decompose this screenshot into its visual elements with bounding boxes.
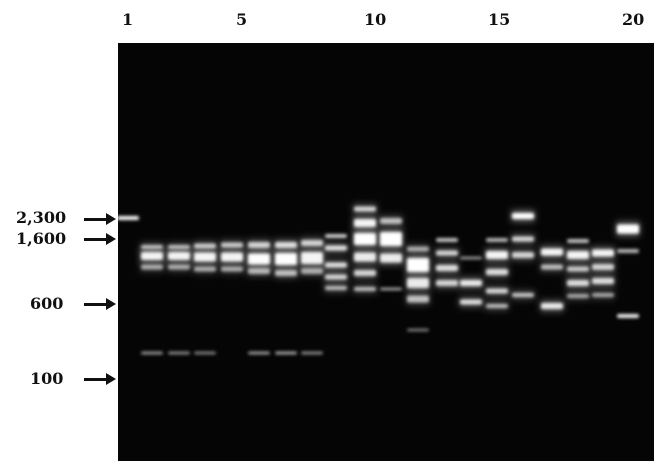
lane-5-band-3 xyxy=(221,266,243,272)
lane-20-band-1 xyxy=(617,224,639,234)
marker-label-1600: 1,600 xyxy=(16,229,67,248)
lane-11-band-3 xyxy=(380,253,402,263)
lane-8-band-2 xyxy=(301,252,323,264)
lane-18-band-3 xyxy=(567,266,589,272)
lane-20-band-3 xyxy=(617,314,639,318)
lane-4-band-1 xyxy=(194,243,216,249)
lane-6-band-2 xyxy=(248,253,270,265)
marker-arrow-100 xyxy=(84,373,116,385)
lane-15-band-5 xyxy=(486,304,508,308)
lane-4-band-3 xyxy=(194,266,216,272)
lane-3-band-2 xyxy=(168,252,190,260)
marker-arrow-2300 xyxy=(84,213,116,225)
lane-13-band-1 xyxy=(436,238,458,242)
lane-2-band-1 xyxy=(141,245,163,249)
lane-14-band-2 xyxy=(460,280,482,286)
lane-6-band-1 xyxy=(248,242,270,248)
lane-17-band-2 xyxy=(541,264,563,270)
lane-9-band-2 xyxy=(325,245,347,251)
lane-15-band-4 xyxy=(486,288,508,294)
lane-2-band-4 xyxy=(141,351,163,355)
lane-16-band-4 xyxy=(512,293,534,297)
lane-10-band-2 xyxy=(354,219,376,227)
lane-12-band-4 xyxy=(407,295,429,303)
lane-16-band-3 xyxy=(512,252,534,258)
lane-12-band-2 xyxy=(407,258,429,272)
gel-electrophoresis-image xyxy=(118,43,654,461)
marker-arrow-1600 xyxy=(84,233,116,245)
lane-3-band-1 xyxy=(168,245,190,249)
lane-10-band-4 xyxy=(354,252,376,262)
lane-18-band-1 xyxy=(567,239,589,243)
lane-18-band-5 xyxy=(567,294,589,298)
lane-1-band-1 xyxy=(118,216,139,220)
lane-10-band-6 xyxy=(354,287,376,291)
lane-13-band-4 xyxy=(436,280,458,286)
lane-12-band-3 xyxy=(407,278,429,288)
lane-7-band-2 xyxy=(275,253,297,265)
lane-19-band-4 xyxy=(592,293,614,297)
lane-17-band-3 xyxy=(541,303,563,309)
lane-6-band-4 xyxy=(248,351,270,355)
lane-13-band-2 xyxy=(436,250,458,256)
lane-19-band-2 xyxy=(592,264,614,270)
lane-9-band-3 xyxy=(325,262,347,268)
lane-18-band-2 xyxy=(567,251,589,259)
lane-11-band-1 xyxy=(380,218,402,224)
lane-12-band-1 xyxy=(407,246,429,252)
lane-3-band-4 xyxy=(168,351,190,355)
lane-number-20: 20 xyxy=(622,10,645,29)
lane-10-band-3 xyxy=(354,233,376,245)
lane-3-band-3 xyxy=(168,264,190,270)
lane-9-band-1 xyxy=(325,234,347,238)
lane-15-band-1 xyxy=(486,238,508,242)
lane-14-band-3 xyxy=(460,299,482,305)
lane-number-5: 5 xyxy=(236,10,248,29)
lane-10-band-5 xyxy=(354,270,376,276)
lane-13-band-3 xyxy=(436,265,458,271)
lane-19-band-3 xyxy=(592,278,614,284)
lane-7-band-4 xyxy=(275,351,297,355)
lane-15-band-3 xyxy=(486,269,508,275)
lane-12-band-5 xyxy=(407,328,429,332)
lane-18-band-4 xyxy=(567,280,589,286)
lane-6-band-3 xyxy=(248,268,270,274)
lane-9-band-5 xyxy=(325,286,347,290)
lane-17-band-1 xyxy=(541,248,563,256)
marker-label-600: 600 xyxy=(30,294,64,313)
lane-16-band-2 xyxy=(512,236,534,242)
lane-11-band-4 xyxy=(380,287,402,291)
marker-label-100: 100 xyxy=(30,369,64,388)
lane-15-band-2 xyxy=(486,251,508,259)
lane-7-band-1 xyxy=(275,242,297,248)
lane-8-band-4 xyxy=(301,351,323,355)
lane-number-1: 1 xyxy=(122,10,134,29)
lane-5-band-1 xyxy=(221,242,243,248)
lane-number-15: 15 xyxy=(488,10,511,29)
marker-label-2300: 2,300 xyxy=(16,208,67,227)
lane-20-band-2 xyxy=(617,249,639,253)
lane-4-band-2 xyxy=(194,252,216,262)
marker-arrow-600 xyxy=(84,298,116,310)
lane-4-band-4 xyxy=(194,351,216,355)
lane-10-band-1 xyxy=(354,206,376,212)
lane-9-band-4 xyxy=(325,274,347,280)
lane-19-band-1 xyxy=(592,249,614,257)
lane-5-band-2 xyxy=(221,252,243,262)
lane-16-band-1 xyxy=(512,213,534,219)
lane-8-band-3 xyxy=(301,268,323,274)
lane-2-band-2 xyxy=(141,252,163,260)
lane-2-band-3 xyxy=(141,264,163,270)
lane-7-band-3 xyxy=(275,270,297,276)
lane-14-band-1 xyxy=(460,256,482,260)
lane-number-10: 10 xyxy=(364,10,387,29)
lane-8-band-1 xyxy=(301,240,323,246)
lane-11-band-2 xyxy=(380,232,402,246)
gel-bands xyxy=(118,203,640,355)
